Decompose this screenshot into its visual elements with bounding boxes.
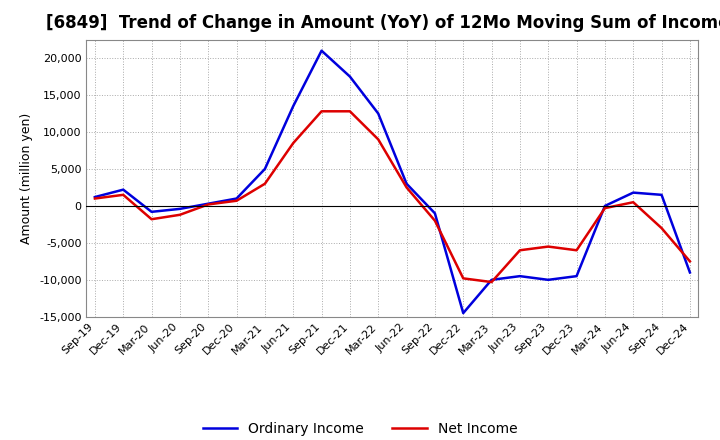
Net Income [487, 279, 496, 285]
Net Income [516, 248, 524, 253]
Ordinary Income [600, 203, 609, 209]
Ordinary Income [204, 201, 212, 206]
Line: Net Income: Net Income [95, 111, 690, 282]
Ordinary Income [119, 187, 127, 192]
Ordinary Income [261, 166, 269, 172]
Ordinary Income [233, 196, 241, 201]
Net Income [572, 248, 581, 253]
Net Income [176, 212, 184, 217]
Title: [6849]  Trend of Change in Amount (YoY) of 12Mo Moving Sum of Incomes: [6849] Trend of Change in Amount (YoY) o… [45, 15, 720, 33]
Ordinary Income [487, 277, 496, 282]
Ordinary Income [148, 209, 156, 214]
Ordinary Income [176, 206, 184, 212]
Line: Ordinary Income: Ordinary Income [95, 51, 690, 313]
Net Income [233, 198, 241, 203]
Net Income [402, 185, 411, 190]
Ordinary Income [544, 277, 552, 282]
Net Income [119, 192, 127, 198]
Ordinary Income [459, 311, 467, 316]
Ordinary Income [657, 192, 666, 198]
Ordinary Income [685, 270, 694, 275]
Net Income [600, 205, 609, 211]
Ordinary Income [402, 181, 411, 187]
Net Income [91, 196, 99, 201]
Ordinary Income [318, 48, 326, 53]
Net Income [544, 244, 552, 249]
Net Income [431, 218, 439, 224]
Ordinary Income [572, 274, 581, 279]
Net Income [318, 109, 326, 114]
Ordinary Income [346, 74, 354, 79]
Net Income [459, 276, 467, 281]
Ordinary Income [374, 111, 382, 116]
Legend: Ordinary Income, Net Income: Ordinary Income, Net Income [197, 417, 523, 440]
Net Income [289, 140, 297, 146]
Net Income [685, 259, 694, 264]
Net Income [657, 225, 666, 231]
Ordinary Income [289, 103, 297, 109]
Net Income [374, 137, 382, 142]
Ordinary Income [516, 274, 524, 279]
Net Income [346, 109, 354, 114]
Net Income [148, 216, 156, 222]
Y-axis label: Amount (million yen): Amount (million yen) [20, 113, 34, 244]
Ordinary Income [629, 190, 637, 195]
Ordinary Income [91, 194, 99, 200]
Net Income [629, 200, 637, 205]
Ordinary Income [431, 211, 439, 216]
Net Income [261, 181, 269, 187]
Net Income [204, 202, 212, 207]
